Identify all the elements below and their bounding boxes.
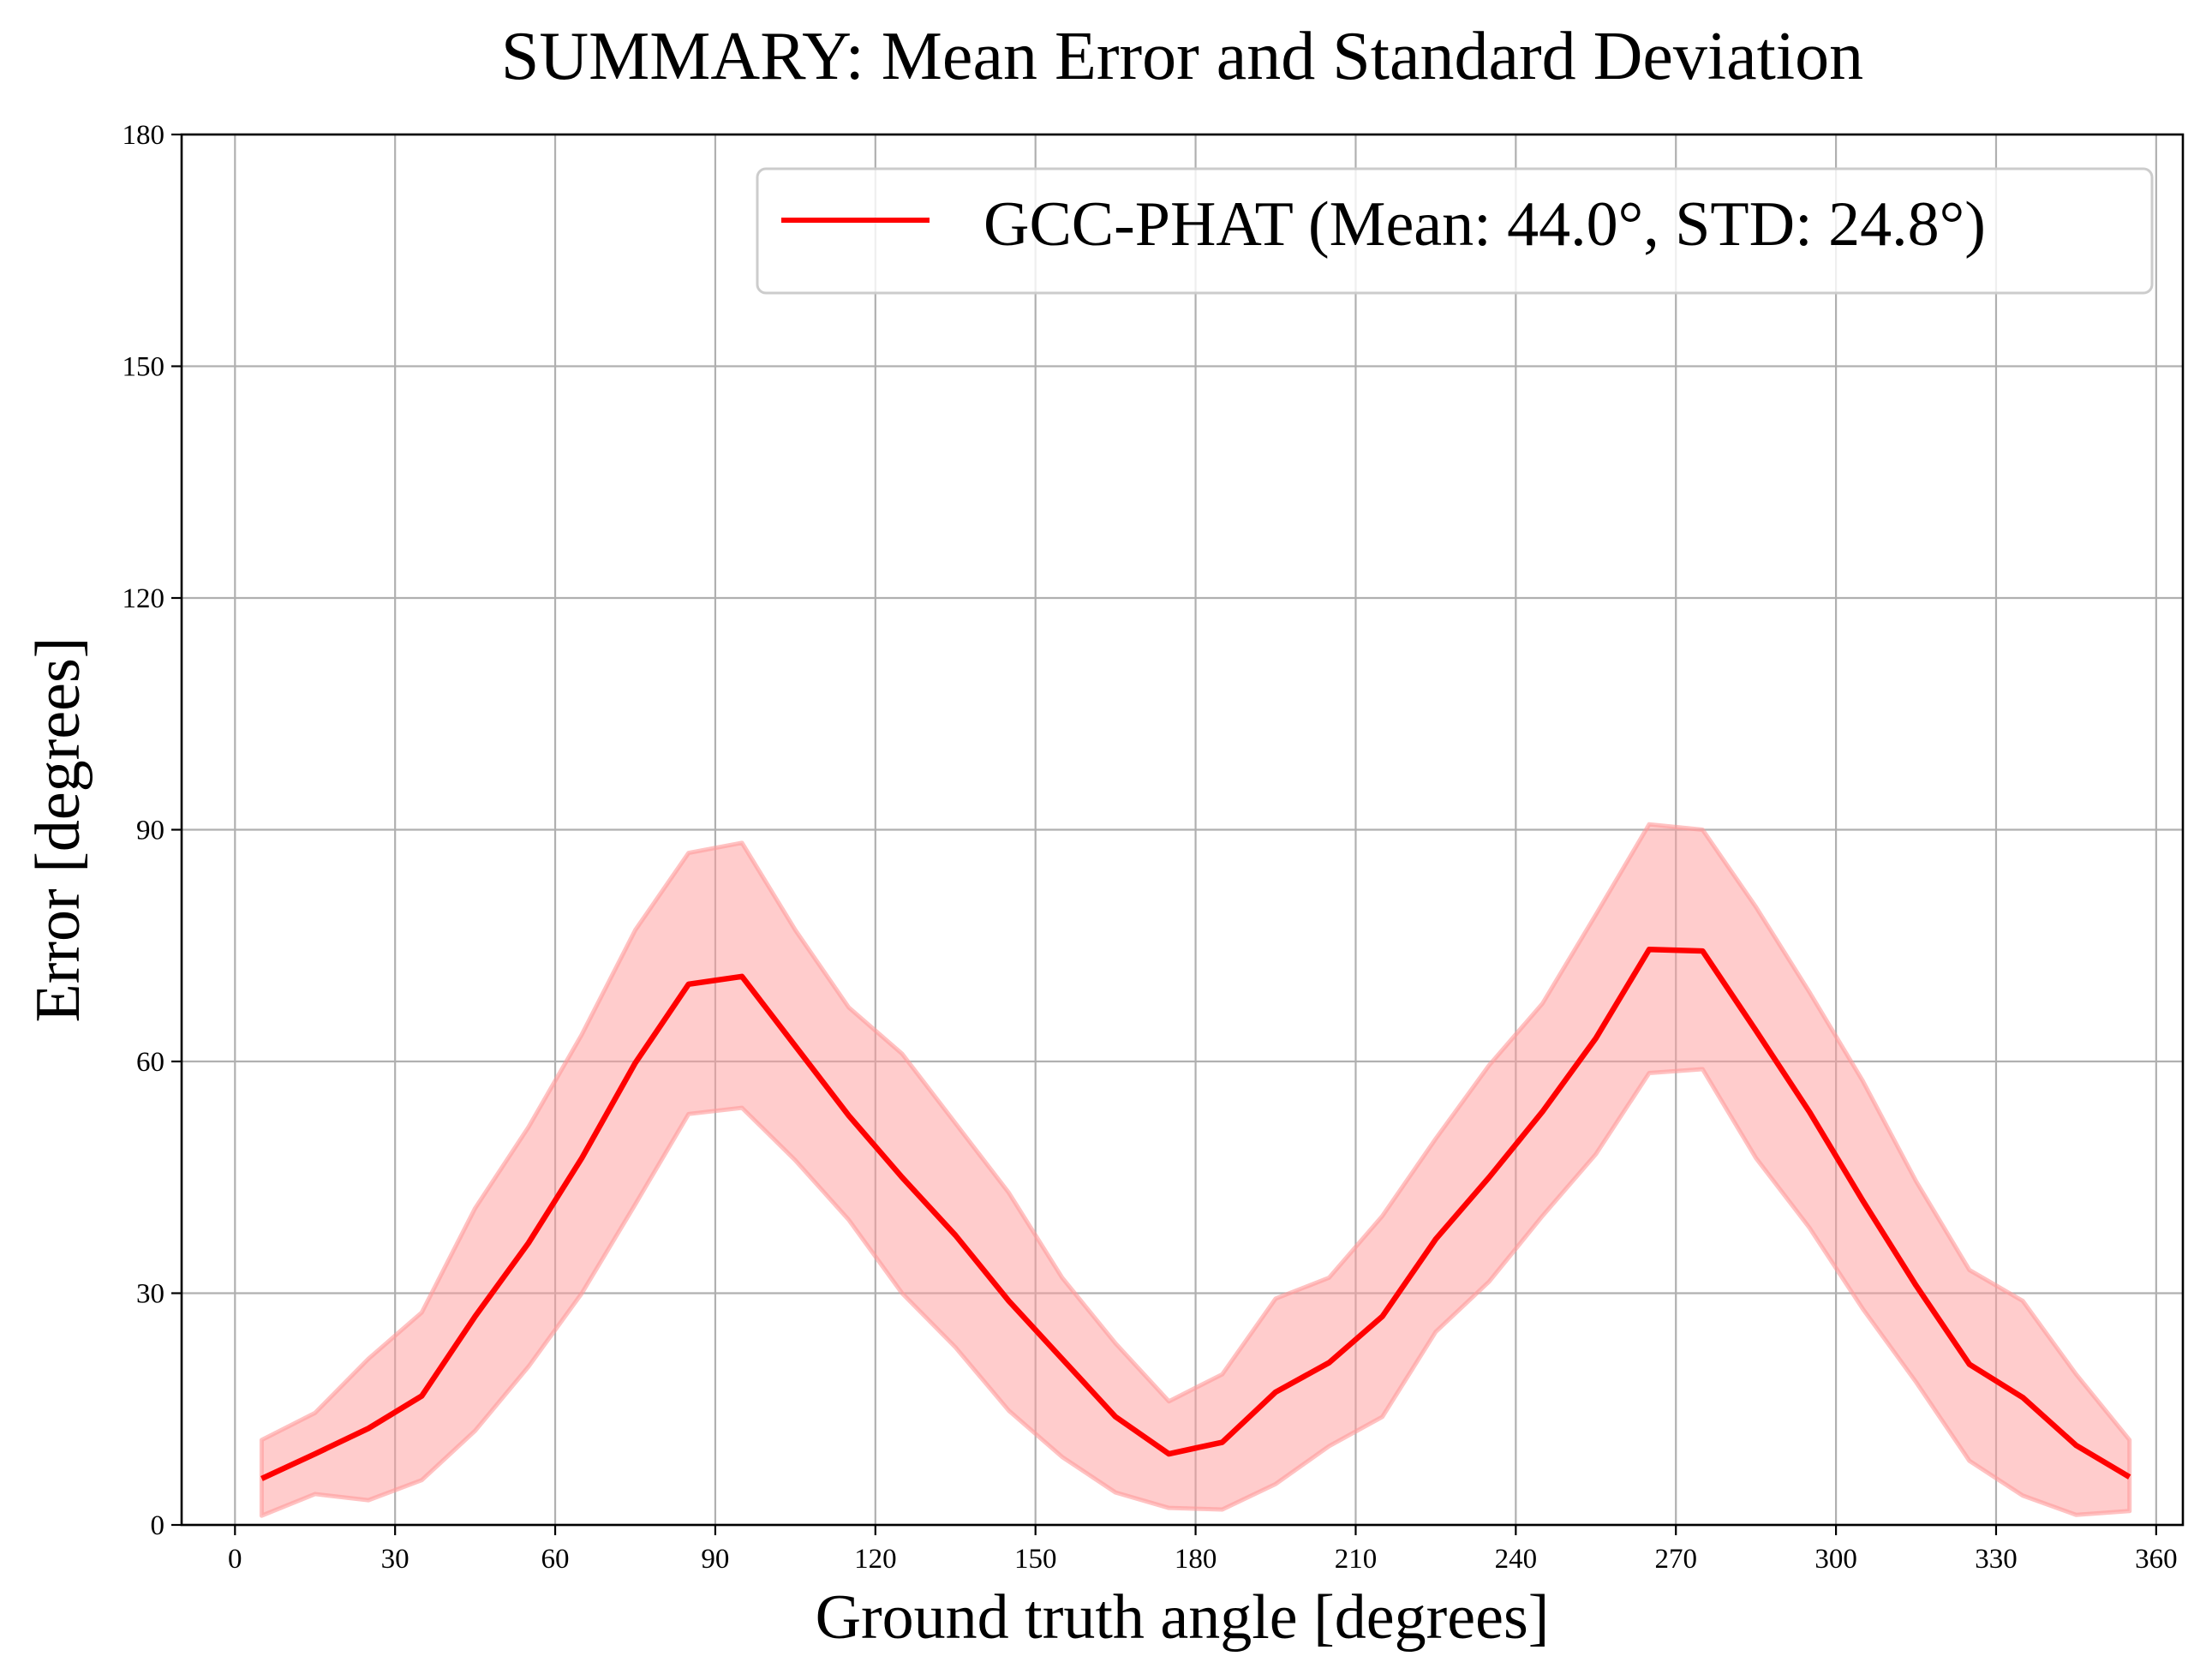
y-tick-label: 180 <box>123 120 165 151</box>
y-tick-label: 120 <box>123 583 165 614</box>
y-tick-label: 30 <box>136 1279 164 1310</box>
x-tick-label: 360 <box>2135 1544 2178 1575</box>
x-axis-label: Ground truth angle [degrees] <box>816 1582 1550 1653</box>
y-tick-label: 150 <box>123 352 165 383</box>
y-tick-label: 60 <box>136 1047 164 1078</box>
x-tick-label: 210 <box>1335 1544 1378 1575</box>
y-tick-label: 0 <box>151 1510 165 1541</box>
y-tick-label: 90 <box>136 816 164 846</box>
x-tick-label: 150 <box>1014 1544 1057 1575</box>
x-tick-label: 240 <box>1495 1544 1538 1575</box>
mean-error-line <box>260 947 2131 1481</box>
x-tick-label: 90 <box>701 1544 729 1575</box>
y-axis-ticks: 0 30 60 90 120 150 180 <box>123 120 182 1541</box>
std-band-layer <box>259 822 2132 1518</box>
legend: GCC-PHAT (Mean: 44.0°, STD: 24.8°) <box>756 167 2154 295</box>
x-tick-label: 120 <box>854 1544 897 1575</box>
x-tick-label: 0 <box>228 1544 242 1575</box>
x-tick-label: 300 <box>1814 1544 1857 1575</box>
std-deviation-band <box>259 822 2132 1518</box>
x-tick-label: 30 <box>381 1544 410 1575</box>
x-tick-label: 180 <box>1175 1544 1217 1575</box>
x-axis-ticks: 0 30 60 90 120 150 180 210 240 270 300 330 360 <box>228 1525 2178 1575</box>
legend-box <box>756 167 2154 295</box>
x-tick-label: 270 <box>1654 1544 1697 1575</box>
mean-line-layer <box>260 947 2131 1481</box>
x-tick-label: 60 <box>541 1544 570 1575</box>
x-tick-label: 330 <box>1975 1544 2018 1575</box>
legend-entry-label: GCC-PHAT (Mean: 44.0°, STD: 24.8°) <box>983 189 1986 260</box>
y-axis-label: Error [degrees] <box>23 637 93 1023</box>
chart-title: SUMMARY: Mean Error and Standard Deviati… <box>501 19 1863 94</box>
